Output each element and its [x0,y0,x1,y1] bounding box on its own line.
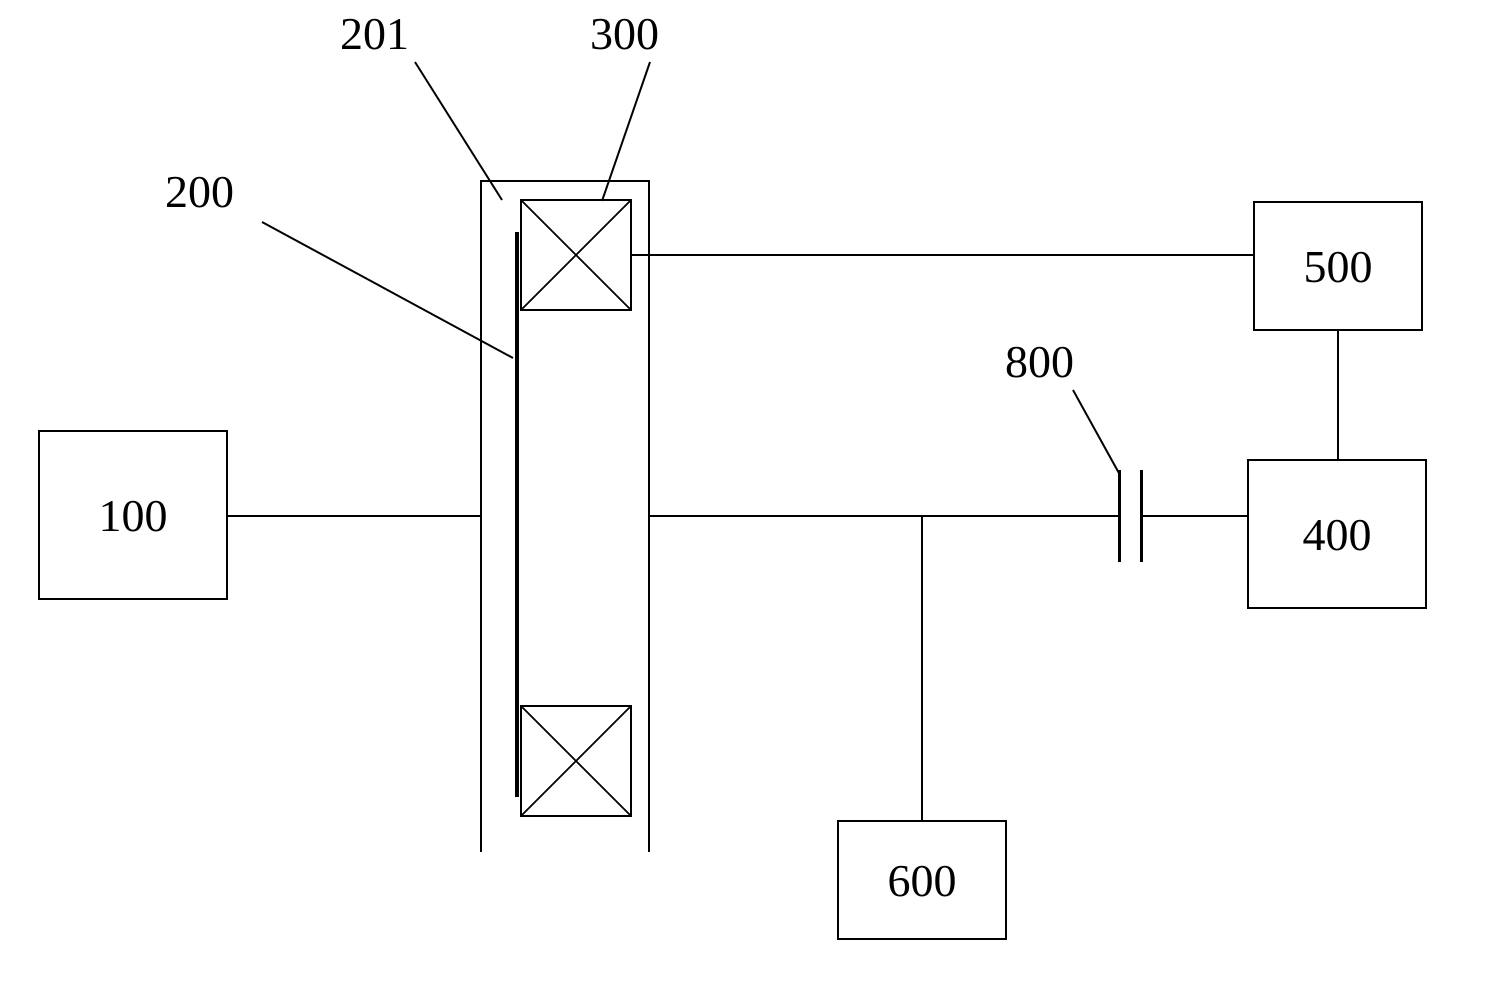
block-500-label: 500 [1304,240,1373,293]
conn-100-to-center [228,515,480,517]
label-201: 201 [340,7,409,60]
capacitor-800-left-plate [1118,470,1121,562]
block-600: 600 [837,820,1007,940]
conn-branch-to-600 [921,516,923,820]
conn-500-to-400 [1337,331,1339,459]
block-500: 500 [1253,201,1423,331]
xmark-300-upper [520,199,632,311]
block-400-label: 400 [1303,508,1372,561]
label-300: 300 [590,7,659,60]
conn-300-to-500 [632,254,1253,256]
conn-800-to-400 [1143,515,1247,517]
block-400: 400 [1247,459,1427,609]
block-600-label: 600 [888,854,957,907]
block-100-label: 100 [99,489,168,542]
label-800: 800 [1005,335,1074,388]
label-200: 200 [165,165,234,218]
conn-center-to-800 [650,515,1118,517]
element-200-shaft [515,232,519,797]
block-100: 100 [38,430,228,600]
xmark-300-lower [520,705,632,817]
